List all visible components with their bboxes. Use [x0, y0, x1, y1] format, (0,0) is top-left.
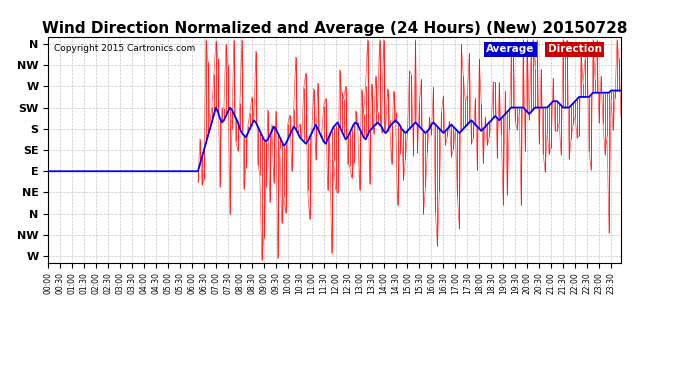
- Text: Direction: Direction: [548, 44, 602, 54]
- Text: Copyright 2015 Cartronics.com: Copyright 2015 Cartronics.com: [54, 44, 195, 53]
- Text: Average: Average: [486, 44, 535, 54]
- Title: Wind Direction Normalized and Average (24 Hours) (New) 20150728: Wind Direction Normalized and Average (2…: [42, 21, 627, 36]
